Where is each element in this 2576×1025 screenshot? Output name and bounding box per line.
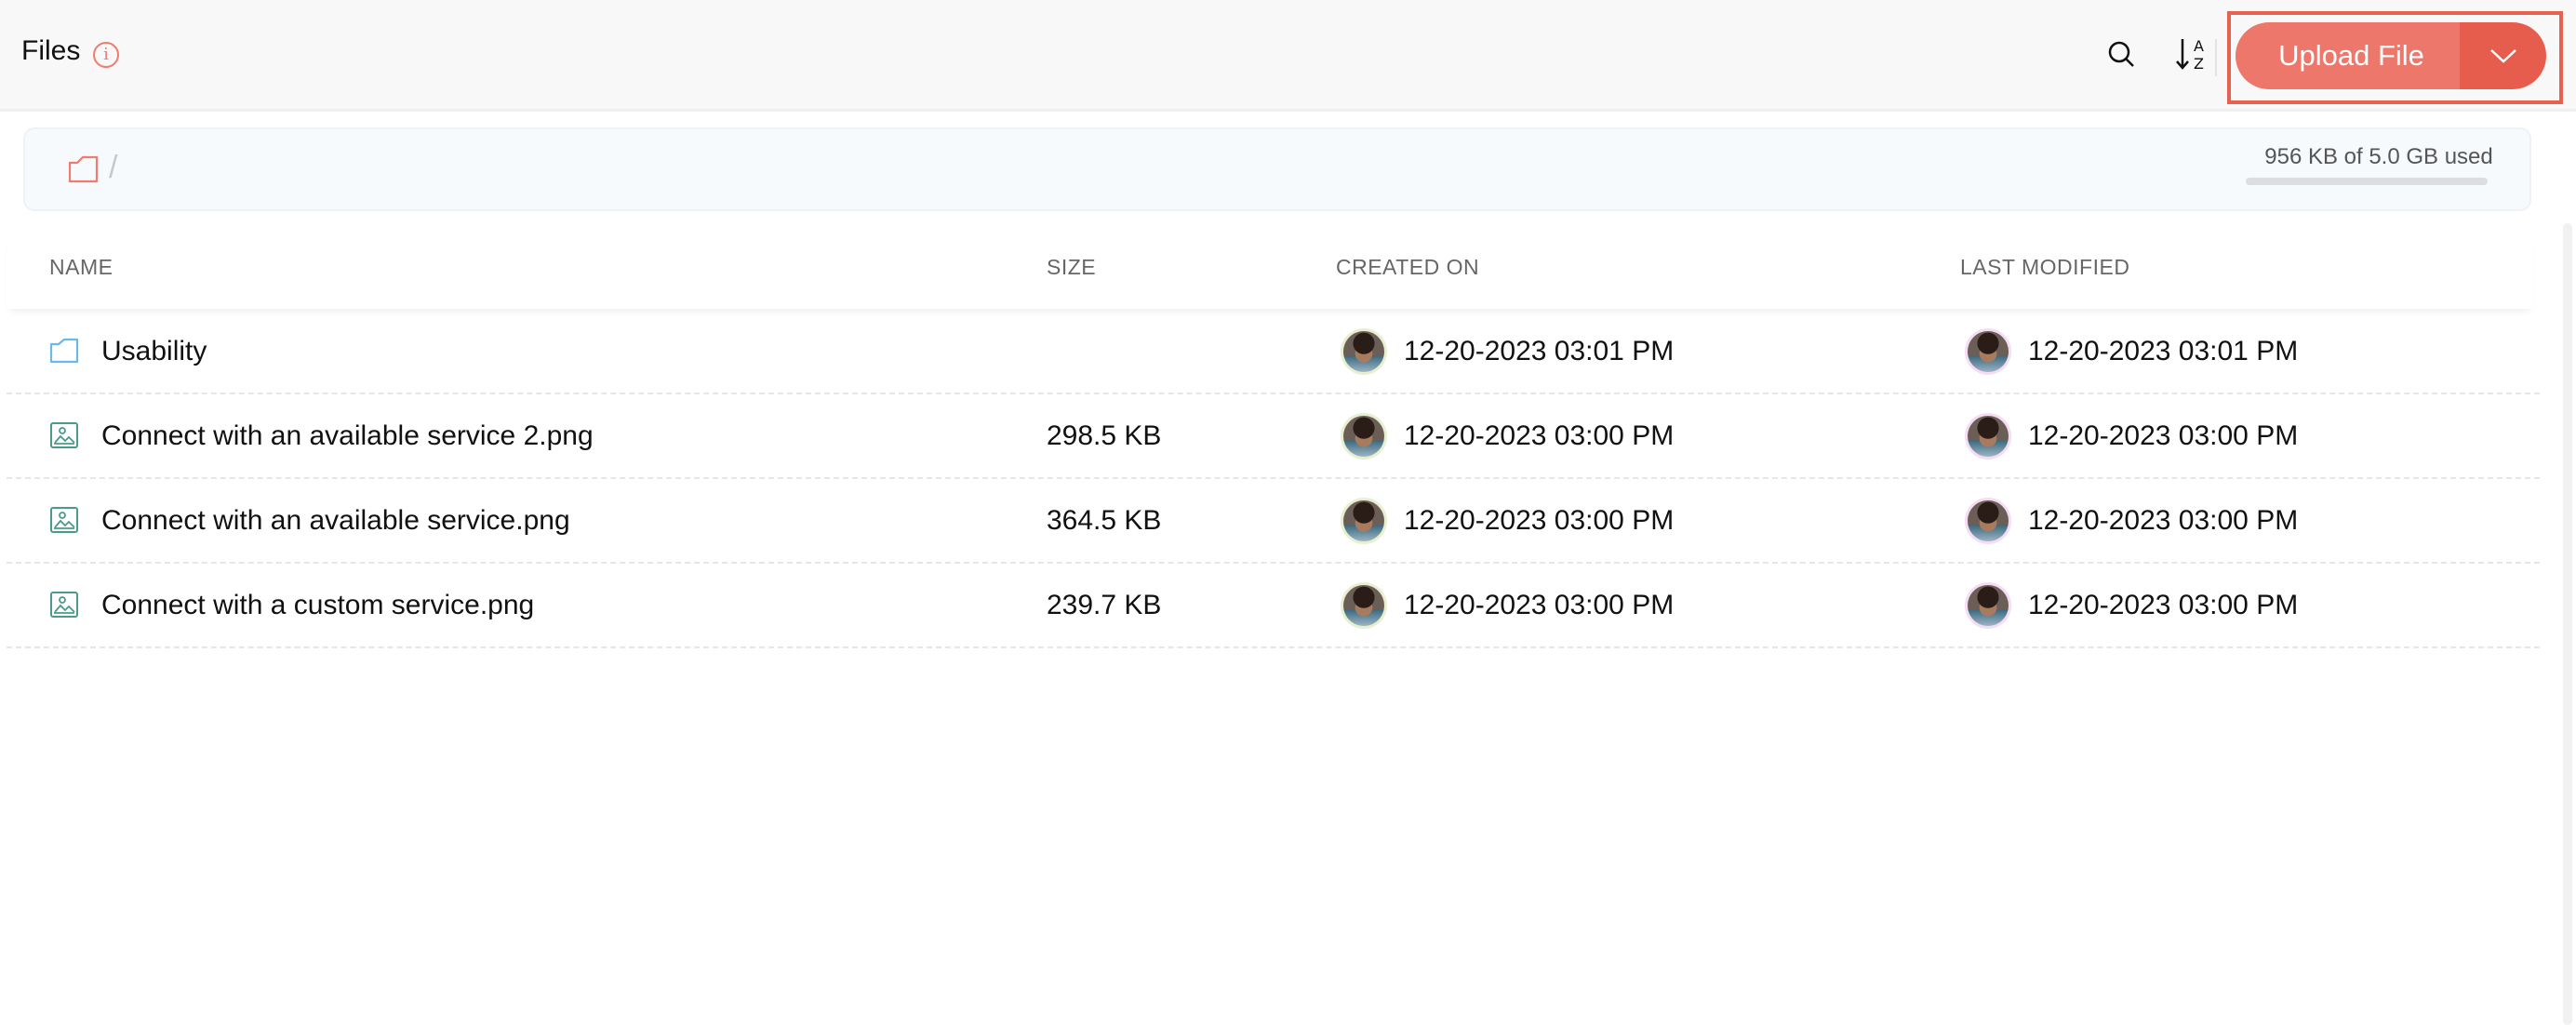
avatar[interactable] (1341, 497, 1387, 544)
avatar[interactable] (1341, 581, 1387, 629)
svg-text:A: A (2194, 37, 2204, 55)
created-date: 12-20-2023 03:00 PM (1404, 419, 1675, 451)
folder-icon[interactable] (68, 155, 100, 183)
chevron-down-icon (2489, 49, 2516, 63)
last-modified: 12-20-2023 03:00 PM (1965, 564, 2298, 646)
search-icon[interactable] (2106, 39, 2138, 71)
avatar[interactable] (1341, 412, 1387, 459)
modified-date: 12-20-2023 03:00 PM (2028, 589, 2299, 620)
file-name[interactable]: Connect with a custom service.png (101, 589, 535, 620)
table-row[interactable]: Connect with an available service.png 364… (7, 479, 2540, 564)
svg-text:Z: Z (2194, 55, 2204, 73)
avatar[interactable] (1965, 497, 2011, 544)
avatar[interactable] (1341, 327, 1387, 375)
file-name[interactable]: Connect with an available service.png (101, 504, 570, 536)
storage-usage-bar (2246, 178, 2488, 185)
created-on: 12-20-2023 03:01 PM (1341, 310, 1674, 393)
file-size: 239.7 KB (1047, 589, 1162, 620)
sort-az-icon[interactable]: AZ (2173, 33, 2214, 74)
modified-date: 12-20-2023 03:00 PM (2028, 504, 2299, 536)
image-file-icon (50, 592, 78, 618)
file-size: 298.5 KB (1047, 419, 1162, 451)
last-modified: 12-20-2023 03:01 PM (1965, 310, 2298, 393)
table-header: NAME SIZE CREATED ON LAST MODIFIED (7, 233, 2533, 309)
created-date: 12-20-2023 03:00 PM (1404, 504, 1675, 536)
created-date: 12-20-2023 03:00 PM (1404, 589, 1675, 620)
created-on: 12-20-2023 03:00 PM (1341, 394, 1674, 477)
avatar[interactable] (1965, 412, 2011, 459)
column-name[interactable]: NAME (49, 255, 113, 279)
storage-usage-text: 956 KB of 5.0 GB used (2264, 144, 2493, 169)
image-file-icon (50, 507, 78, 533)
file-name[interactable]: Connect with an available service 2.png (101, 419, 594, 451)
breadcrumb-separator: / (109, 150, 118, 185)
last-modified: 12-20-2023 03:00 PM (1965, 394, 2298, 477)
image-file-icon (50, 422, 78, 448)
divider (2215, 39, 2217, 76)
info-icon[interactable]: i (93, 42, 119, 68)
table-row[interactable]: Connect with an available service 2.png 2… (7, 394, 2540, 479)
table-row[interactable]: Connect with a custom service.png 239.7 K… (7, 564, 2540, 648)
upload-options-button[interactable] (2460, 22, 2546, 89)
column-size[interactable]: SIZE (1047, 255, 1097, 279)
modified-date: 12-20-2023 03:00 PM (2028, 419, 2299, 451)
created-on: 12-20-2023 03:00 PM (1341, 564, 1674, 646)
last-modified: 12-20-2023 03:00 PM (1965, 479, 2298, 562)
file-size: 364.5 KB (1047, 504, 1162, 536)
page-title: Files (21, 35, 81, 66)
avatar[interactable] (1965, 581, 2011, 629)
highlight-box (2227, 11, 2563, 104)
scrollbar[interactable] (2563, 223, 2572, 1025)
upload-file-button-group: Upload File (2236, 22, 2546, 89)
table-row[interactable]: Usability 12-20-2023 03:01 PM 12-20-2023 0… (7, 310, 2540, 394)
upload-file-button[interactable]: Upload File (2236, 22, 2460, 89)
column-last-modified[interactable]: LAST MODIFIED (1960, 255, 2130, 279)
column-created-on[interactable]: CREATED ON (1336, 255, 1480, 279)
created-date: 12-20-2023 03:01 PM (1404, 335, 1675, 366)
folder-icon (49, 338, 79, 364)
created-on: 12-20-2023 03:00 PM (1341, 479, 1674, 562)
avatar[interactable] (1965, 327, 2011, 375)
modified-date: 12-20-2023 03:01 PM (2028, 335, 2299, 366)
breadcrumb: / 956 KB of 5.0 GB used (23, 127, 2531, 211)
file-name[interactable]: Usability (101, 335, 207, 366)
